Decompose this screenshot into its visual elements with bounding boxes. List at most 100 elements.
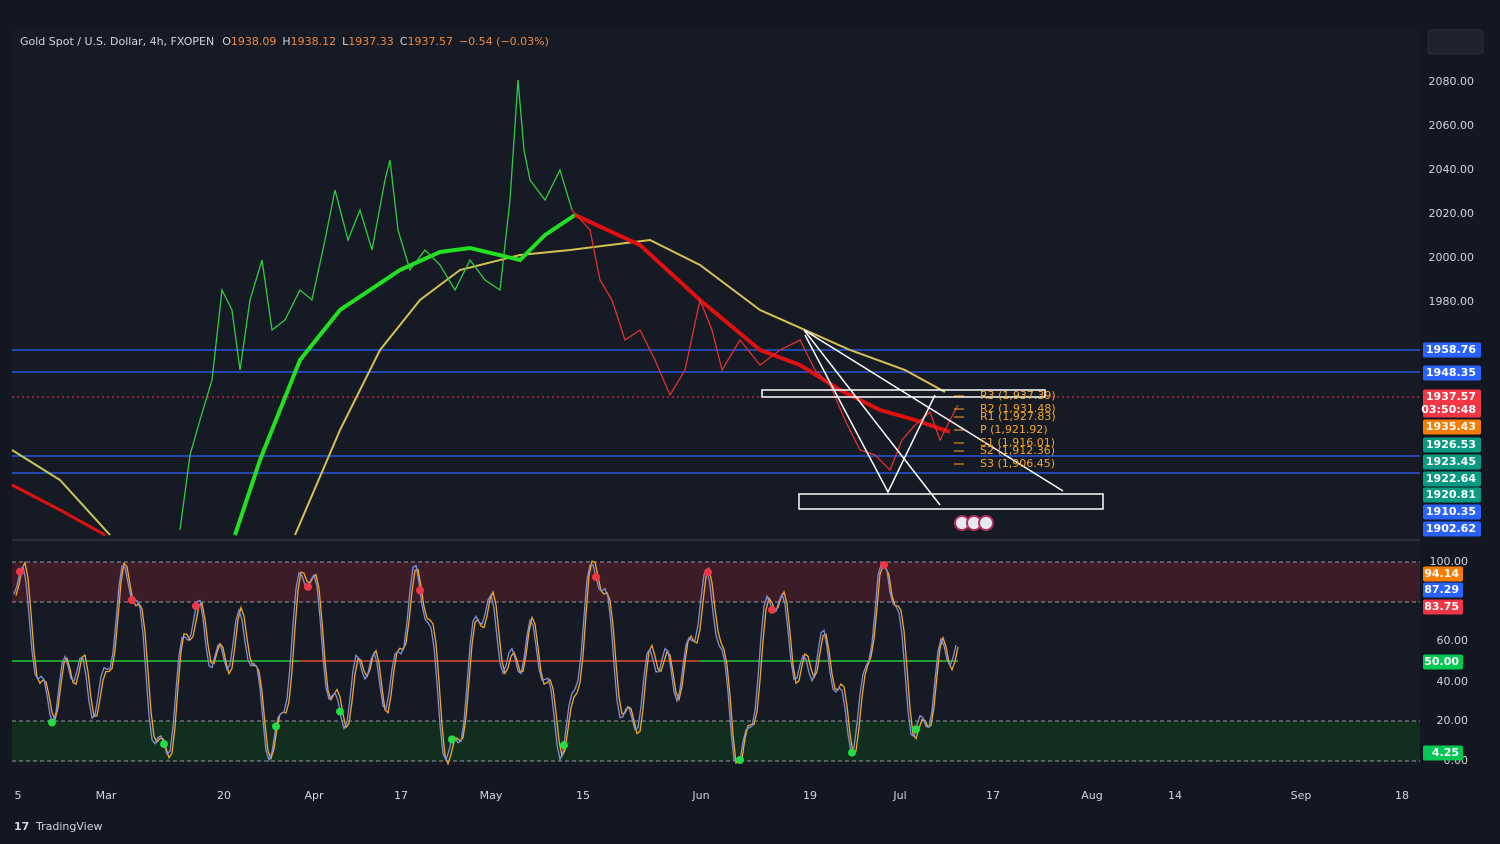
top-button[interactable]	[1427, 29, 1484, 55]
osc-signal	[15, 560, 959, 766]
ohlc-label: H	[282, 35, 290, 48]
osc-dot	[848, 748, 856, 757]
osc-dot	[48, 718, 56, 727]
ohlc-value: 1937.33	[348, 35, 394, 48]
osc-dot	[192, 602, 200, 611]
price-badge	[1423, 419, 1481, 435]
time-tick-label: Jun	[691, 789, 709, 802]
oversold-zone	[12, 721, 1420, 761]
change: −0.54 (−0.03%)	[459, 35, 549, 48]
osc-dot	[16, 567, 24, 576]
pivot-label: S1 (1,916.01)	[980, 436, 1055, 449]
pivot-label: R3 (1,937.39)	[980, 389, 1056, 402]
osc-tick-label: 100.00	[1430, 555, 1469, 568]
ma-slow	[11, 449, 111, 536]
moving-averages	[11, 213, 951, 537]
osc-badge-text: 94.14	[1424, 567, 1459, 580]
price-badge-text: 1935.43	[1426, 420, 1476, 433]
osc-dot	[416, 586, 424, 595]
price-badge	[1423, 471, 1481, 487]
price-badge-text: 1920.81	[1426, 488, 1476, 501]
time-tick-label: 17	[394, 789, 408, 802]
price-badge-text: 1937.57	[1426, 390, 1476, 403]
osc-badge-text: 87.29	[1424, 583, 1459, 596]
price-up	[179, 79, 573, 531]
symbol-header: Gold Spot / U.S. Dollar, 4h, FXOPEN O1938…	[20, 35, 549, 48]
ohlc-label: L	[342, 35, 349, 48]
price-badge-text: 1926.53	[1426, 438, 1476, 451]
osc-dot	[768, 605, 776, 614]
trend-line	[804, 334, 936, 494]
time-tick-label: Sep	[1291, 789, 1312, 802]
pane-bg	[12, 30, 1420, 765]
osc-tick-label: 40.00	[1437, 675, 1469, 688]
oscillator	[13, 560, 959, 766]
time-tick-label: Mar	[96, 789, 117, 802]
time-tick-label: Aug	[1081, 789, 1102, 802]
pivot-label: R2 (1,931.48)	[980, 402, 1056, 415]
osc-dot	[560, 741, 568, 750]
time-tick-label: 18	[1395, 789, 1409, 802]
price-badge	[1423, 342, 1481, 358]
time-tick-label: 17	[986, 789, 1000, 802]
ohlc-label: C	[400, 35, 408, 48]
osc-badge	[1423, 745, 1463, 761]
event-icons[interactable]	[954, 515, 994, 531]
osc-dot	[448, 735, 456, 744]
osc-badge-text: 4.25	[1432, 746, 1459, 759]
price-badge-text: 1902.62	[1426, 522, 1476, 535]
osc-dot	[128, 596, 136, 605]
pivot-label: S3 (1,906.45)	[980, 457, 1055, 470]
trend-line	[803, 329, 941, 506]
time-tick-label: 19	[803, 789, 817, 802]
price-badge-text: 1958.76	[1426, 343, 1476, 356]
osc-badge	[1423, 566, 1463, 582]
ohlc-value: 1938.09	[231, 35, 277, 48]
time-tick-label: 14	[1168, 789, 1182, 802]
price-tick-label: 2000.00	[1429, 251, 1475, 264]
osc-dot	[912, 725, 920, 734]
price-badge-text: 1948.35	[1426, 366, 1476, 379]
ma-slow	[294, 238, 946, 536]
osc-guides	[12, 561, 1420, 762]
price-down	[571, 209, 959, 472]
brand: TradingView	[35, 820, 102, 833]
pivot-label: R1 (1,927.83)	[980, 410, 1056, 423]
trend-line	[803, 329, 1064, 492]
pivot-label: P (1,921.92)	[980, 423, 1048, 436]
price-badge-text: 1923.45	[1426, 455, 1476, 468]
price-badge	[1423, 365, 1481, 381]
pivot-label: S2 (1,912.36)	[980, 444, 1055, 457]
price-badge	[1423, 504, 1481, 520]
osc-badge	[1423, 599, 1463, 615]
price-tick-label: 2040.00	[1429, 163, 1475, 176]
price-badge	[1423, 454, 1481, 470]
osc-badge-text: 50.00	[1424, 655, 1459, 668]
osc-badge	[1423, 654, 1463, 670]
ma-red	[11, 483, 106, 537]
zone-box	[798, 493, 1104, 510]
price-badge-text: 1910.35	[1426, 505, 1476, 518]
symbol: Gold Spot / U.S. Dollar, 4h, FXOPEN	[20, 35, 214, 48]
event-icon[interactable]	[978, 515, 994, 531]
ohlc-value: 1938.12	[291, 35, 337, 48]
osc-dot	[736, 756, 744, 764]
countdown: 03:50:48	[1421, 403, 1476, 416]
osc-dot	[704, 568, 712, 577]
price-tick-label: 2020.00	[1429, 207, 1475, 220]
ohlc-value: 1937.57	[407, 35, 453, 48]
price-tick-label: 1980.00	[1429, 295, 1475, 308]
axes: 2080.002060.002040.002020.002000.001980.…	[15, 75, 1481, 802]
osc-badge	[1423, 582, 1463, 598]
time-tick-label: May	[480, 789, 503, 802]
ohlc-label: O	[222, 35, 231, 48]
price-badge	[1423, 487, 1481, 503]
osc-tick-label: 20.00	[1437, 714, 1469, 727]
logo-mark: 17	[14, 820, 29, 833]
ma-red	[574, 213, 951, 434]
price-tick-label: 2060.00	[1429, 119, 1475, 132]
osc-dot	[272, 722, 280, 731]
time-tick-label: Apr	[304, 789, 324, 802]
